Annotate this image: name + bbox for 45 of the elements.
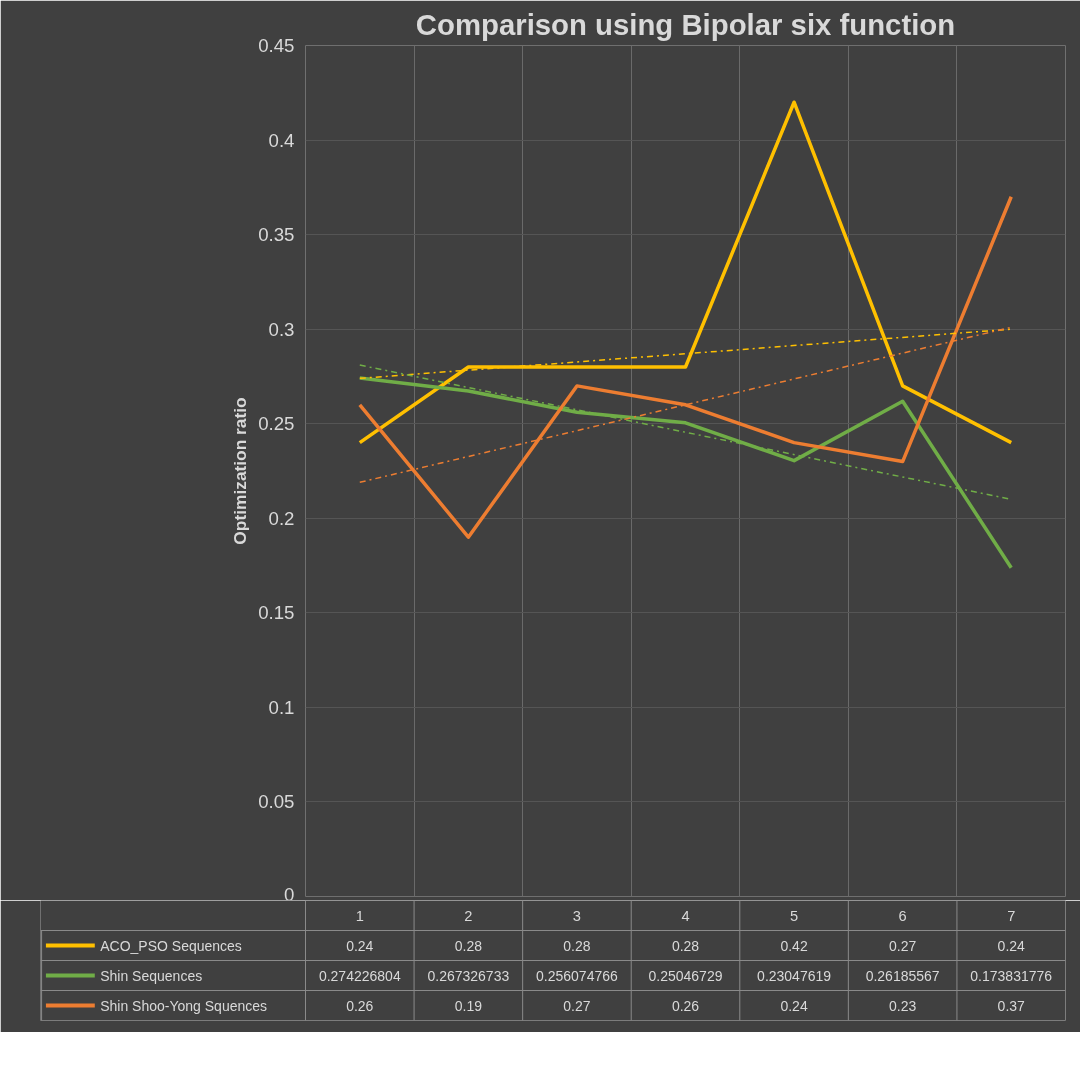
- x-tick-label: 2: [464, 907, 473, 924]
- line-series: [358, 100, 1013, 445]
- x-tick-label: 6: [898, 907, 907, 924]
- x-tick-label: 7: [1007, 907, 1016, 924]
- data-label: 0.274226804: [318, 967, 401, 984]
- y-tick-label: 0.1: [268, 696, 295, 718]
- data-label: 0.26: [671, 997, 700, 1014]
- data-label: 0.24: [346, 937, 374, 954]
- x-tick-label: 4: [681, 907, 690, 924]
- data-label: 0.26185567: [865, 967, 940, 984]
- data-label: 0.28: [454, 937, 483, 954]
- data-label: 0.25046729: [648, 967, 723, 984]
- line-series: [358, 195, 1013, 539]
- y-tick-label: 0.4: [268, 129, 295, 151]
- y-tick-label: 0.3: [268, 318, 295, 340]
- chart-title: Comparison using Bipolar six function: [415, 7, 956, 41]
- y-tick-label: 0.2: [268, 507, 295, 529]
- x-tick-label: 1: [355, 907, 364, 924]
- data-label: 0.256074766: [536, 967, 619, 984]
- x-tick-label: 5: [790, 907, 799, 924]
- data-label: 0.24: [780, 997, 808, 1014]
- legend-label: Shin Sequences: [100, 967, 203, 984]
- data-label: 0.26: [346, 997, 374, 1014]
- y-axis-title: Optimization ratio: [230, 397, 251, 545]
- legend-label: Shin Shoo-Yong Squences: [100, 997, 268, 1014]
- y-tick-label: 0.25: [258, 413, 295, 435]
- data-label: 0.27: [563, 997, 591, 1014]
- data-label: 0.173831776: [970, 967, 1053, 984]
- data-label: 0.24: [997, 937, 1026, 954]
- data-label: 0.28: [563, 937, 591, 954]
- y-tick-label: 0.45: [258, 35, 295, 56]
- legend-label: ACO_PSO Sequences: [100, 937, 242, 954]
- data-label: 0.267326733: [427, 967, 510, 984]
- y-tick-label: 0.35: [258, 224, 295, 246]
- data-label: 0.28: [671, 937, 700, 954]
- data-label: 0.42: [780, 937, 808, 954]
- data-label: 0.19: [454, 997, 483, 1014]
- data-label: 0.23047619: [757, 967, 832, 984]
- data-label: 0.23: [889, 997, 917, 1014]
- y-tick-label: 0.15: [258, 602, 295, 624]
- x-tick-label: 3: [572, 907, 582, 924]
- y-tick-label: 0.05: [258, 791, 295, 813]
- y-tick-label: 0: [284, 883, 295, 905]
- data-label: 0.37: [997, 997, 1026, 1014]
- data-label: 0.27: [889, 937, 917, 954]
